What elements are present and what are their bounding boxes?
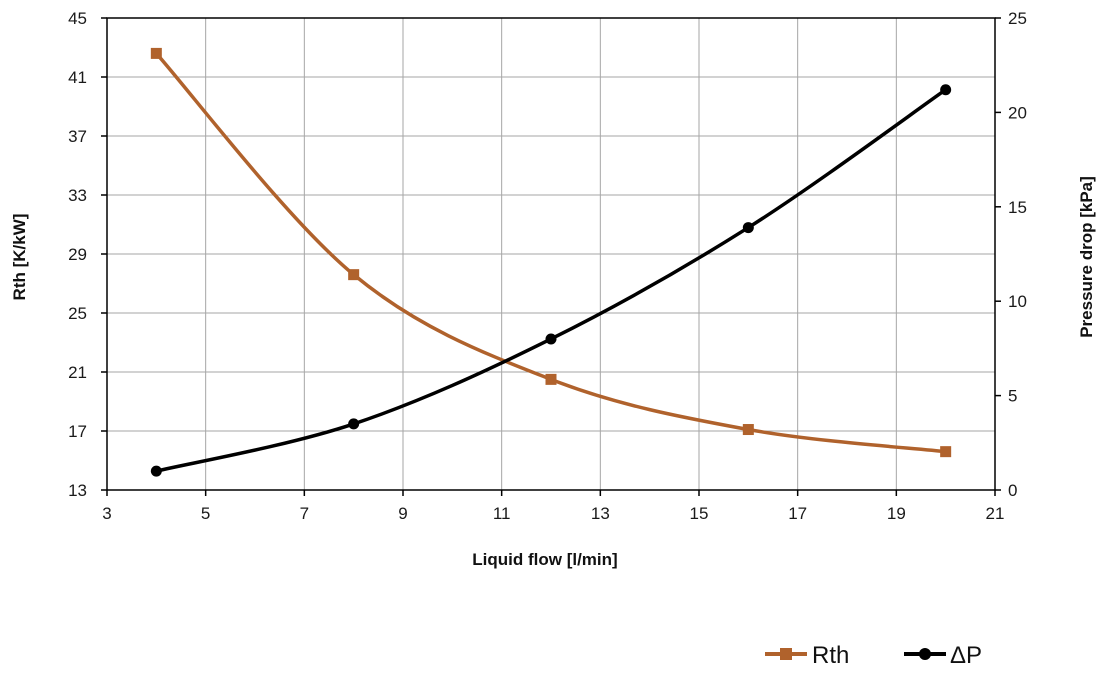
x-tick-label: 15 (690, 504, 709, 523)
y-tick-label: 41 (68, 68, 87, 87)
x-tick-label: 19 (887, 504, 906, 523)
x-tick-label: 5 (201, 504, 210, 523)
data-point-rth (348, 269, 360, 281)
data-point-rth (742, 424, 754, 436)
y2-tick-label: 15 (1008, 198, 1027, 217)
y-tick-label: 13 (68, 481, 87, 500)
legend-label-dp: ΔP (950, 642, 982, 669)
data-point-dp (742, 222, 754, 234)
series-rth (150, 47, 952, 458)
y2-axis-title: Pressure drop [kPa] (1077, 176, 1096, 338)
legend-label-rth: Rth (812, 642, 849, 669)
y2-tick-label: 10 (1008, 292, 1027, 311)
x-tick-label: 3 (102, 504, 111, 523)
legend: Rth ΔP (765, 642, 982, 669)
data-point-dp (348, 418, 360, 430)
y-tick-label: 45 (68, 9, 87, 28)
x-tick-label: 13 (591, 504, 610, 523)
x-tick-label: 9 (398, 504, 407, 523)
series-line-rth (155, 52, 946, 454)
y-tick-label: 25 (68, 304, 87, 323)
y-axis-title: Rth [K/kW] (10, 214, 29, 301)
legend-marker-dp (919, 648, 931, 660)
data-point-dp (940, 84, 952, 96)
y-tick-label: 17 (68, 422, 87, 441)
legend-marker-rth (780, 648, 792, 660)
series-dp (150, 84, 952, 477)
x-tick-label: 7 (300, 504, 309, 523)
x-tick-label: 11 (493, 504, 511, 523)
y2-tick-label: 25 (1008, 9, 1027, 28)
y2-tick-label: 5 (1008, 387, 1017, 406)
y-tick-label: 37 (68, 127, 87, 146)
y2-tick-label: 0 (1008, 481, 1017, 500)
legend-item-rth: Rth (765, 642, 849, 669)
series-layer (150, 47, 952, 477)
y-tick-label: 29 (68, 245, 87, 264)
x-axis-title: Liquid flow [l/min] (472, 550, 617, 569)
data-point-dp (545, 333, 557, 345)
data-point-dp (150, 465, 162, 477)
grid (106, 17, 996, 491)
y2-tick-label: 20 (1008, 103, 1027, 122)
data-point-rth (150, 47, 162, 59)
axis-ticks: 3 5 7 9 11 13 15 17 19 21 13 17 21 25 29 33 37 41 45 0 5 10 15… (68, 9, 1027, 523)
series-line-dp (155, 88, 947, 473)
x-tick-label: 21 (986, 504, 1005, 523)
y-tick-label: 33 (68, 186, 87, 205)
y-tick-label: 21 (68, 363, 87, 382)
data-point-rth (940, 446, 952, 458)
data-point-rth (545, 373, 557, 385)
legend-item-dp: ΔP (904, 642, 982, 669)
x-tick-label: 17 (788, 504, 807, 523)
